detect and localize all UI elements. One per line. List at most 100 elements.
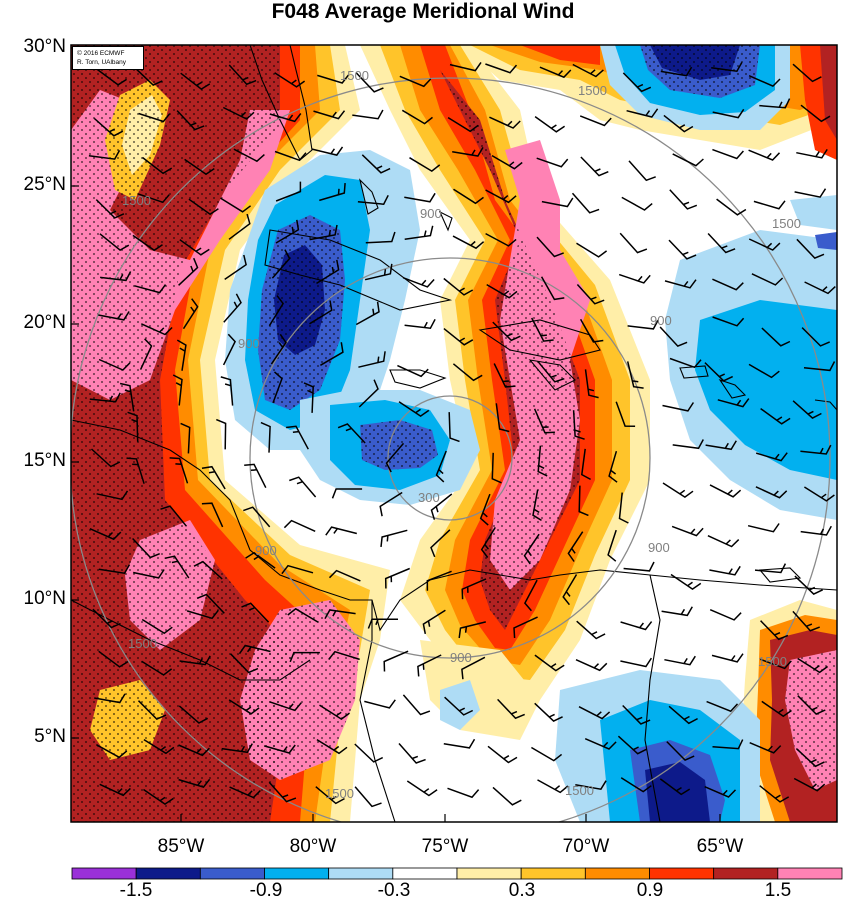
wind-barb: [287, 607, 319, 623]
wind-barb: [485, 189, 517, 204]
wind-barb: [800, 444, 832, 455]
wind-barb: [497, 698, 525, 720]
wind-barb: [184, 158, 215, 176]
wind-barb: [620, 657, 653, 668]
wind-barb: [579, 115, 612, 127]
colorbar-swatch: [199, 867, 265, 880]
wind-barb: [355, 72, 384, 93]
wind-barb: [534, 654, 565, 672]
wind-barb: [228, 213, 251, 240]
wind-barb: [224, 254, 247, 281]
wind-barb: [201, 502, 224, 528]
wind-barb: [365, 231, 396, 244]
wind-barb: [89, 528, 122, 541]
wind-barb: [452, 235, 485, 250]
wind-barb: [485, 63, 518, 74]
wind-barb: [88, 150, 121, 160]
wind-barb: [704, 362, 734, 382]
wind-barb: [670, 573, 702, 591]
wind-barb: [453, 188, 484, 205]
wind-barb: [141, 660, 173, 676]
coastlines: [71, 45, 837, 822]
wind-barb: [803, 361, 836, 372]
wind-barb: [93, 117, 124, 137]
wind-barb: [461, 656, 486, 680]
wind-barb: [398, 743, 426, 764]
wind-barb: [99, 783, 131, 797]
wind-barb: [178, 744, 210, 757]
wind-barb: [531, 746, 563, 762]
wind-barb: [761, 700, 792, 718]
wind-barb: [430, 493, 453, 520]
wind-barb: [422, 609, 446, 635]
wind-barb: [196, 593, 225, 614]
wind-barb: [584, 369, 599, 399]
lat-label-5n: 5°N: [34, 726, 66, 747]
wind-barb: [137, 193, 170, 204]
wind-barb: [268, 781, 297, 803]
wind-barb: [759, 98, 791, 109]
wind-barb: [243, 506, 271, 528]
wind-barb: [133, 66, 163, 86]
wind-barb: [705, 440, 737, 451]
map-title: F048 Average Meridional Wind: [271, 0, 575, 23]
wind-barb: [792, 63, 822, 83]
wind-barb: [404, 192, 436, 203]
wind-barb: [562, 574, 578, 606]
wind-barb: [664, 655, 696, 666]
wind-barb: [132, 234, 163, 252]
wind-barb: [164, 555, 190, 579]
wind-barb: [241, 602, 270, 623]
wind-barb: [383, 650, 409, 672]
colorbar-label: -0.3: [377, 880, 411, 901]
lat-label-15n: 15°N: [23, 450, 66, 471]
wind-barb: [178, 257, 199, 286]
map-frame: [70, 44, 838, 823]
wind-barb: [660, 66, 693, 77]
wind-barb: [178, 778, 211, 788]
wind-barb: [626, 361, 644, 389]
ring-label-1500: 1500: [772, 216, 801, 231]
wind-barb: [748, 238, 781, 251]
wind-barb: [706, 700, 739, 713]
wind-barb: [316, 738, 348, 755]
wind-barb: [532, 489, 542, 522]
ring-label-1500: 1500: [578, 83, 607, 98]
colorbar-label: 0.3: [508, 880, 536, 901]
wind-barb: [89, 392, 121, 403]
wind-barb: [623, 561, 655, 572]
wind-barb: [137, 700, 167, 720]
wind-barb: [281, 564, 314, 575]
wind-barb: [618, 273, 651, 284]
wind-barb: [795, 748, 825, 768]
colorbar-label: -1.5: [119, 880, 153, 901]
wind-barb: [90, 448, 121, 468]
wind-barb: [100, 271, 132, 282]
wind-barb: [761, 327, 791, 347]
wind-barb: [397, 364, 429, 378]
wind-barb: [143, 788, 174, 806]
wind-barb: [572, 63, 604, 78]
wind-barb: [354, 786, 382, 808]
wind-barb: [709, 609, 742, 621]
wind-barb: [229, 786, 261, 799]
wind-barb: [354, 743, 384, 763]
wind-barb: [260, 421, 271, 453]
wind-barb: [666, 741, 695, 761]
wind-barb: [578, 485, 589, 517]
wind-barb: [238, 644, 271, 655]
wind-barb: [176, 110, 205, 131]
wind-barb: [711, 62, 743, 73]
wind-barb: [443, 738, 476, 749]
wind-barb: [709, 565, 741, 576]
wind-barb: [492, 321, 521, 342]
wind-barb: [754, 563, 787, 574]
wind-barb: [364, 263, 393, 281]
lat-label-10n: 10°N: [23, 588, 66, 609]
wind-barb: [491, 452, 502, 484]
lon-label-75w: 75°W: [421, 836, 469, 857]
wind-barb: [663, 114, 694, 133]
wind-barb: [263, 744, 296, 754]
ring-label-900: 900: [255, 543, 277, 558]
wind-barb: [178, 705, 209, 724]
